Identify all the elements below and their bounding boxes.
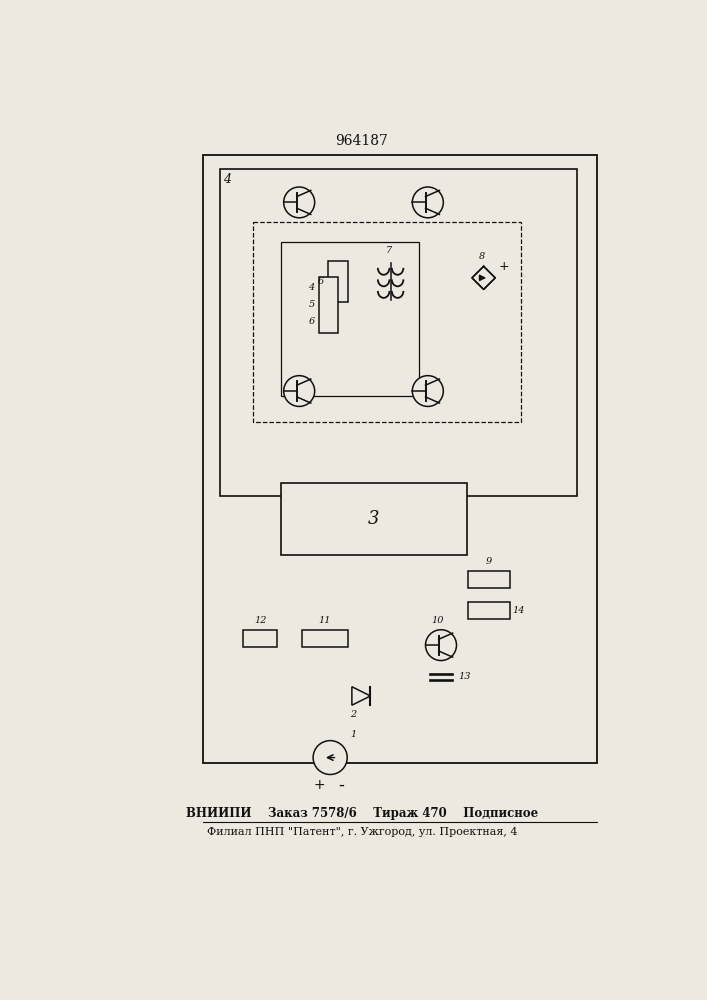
Text: 10: 10: [431, 616, 443, 625]
Bar: [301, 630, 348, 647]
Text: 6: 6: [308, 317, 315, 326]
Text: 6: 6: [317, 277, 324, 286]
Text: -: -: [338, 776, 344, 794]
Text: +: +: [498, 260, 509, 273]
Text: 3: 3: [368, 510, 380, 528]
Text: 9: 9: [486, 557, 492, 566]
Circle shape: [284, 376, 315, 406]
Bar: [203, 155, 597, 763]
Text: 1: 1: [350, 730, 356, 739]
Circle shape: [426, 630, 457, 661]
Circle shape: [313, 741, 347, 775]
Polygon shape: [472, 266, 495, 289]
Bar: [281, 242, 419, 396]
Text: ВНИИПИ    Заказ 7578/6    Тираж 470    Подписное: ВНИИПИ Заказ 7578/6 Тираж 470 Подписное: [186, 806, 538, 820]
Bar: [281, 483, 467, 555]
Text: 4: 4: [308, 283, 315, 292]
Circle shape: [412, 376, 443, 406]
Bar: [468, 602, 510, 619]
Bar: [243, 630, 277, 647]
Bar: [468, 571, 510, 588]
Polygon shape: [352, 687, 370, 705]
Text: 4: 4: [223, 173, 231, 186]
Text: 2: 2: [350, 710, 356, 719]
Circle shape: [412, 187, 443, 218]
Bar: [253, 222, 521, 422]
Text: 964187: 964187: [336, 134, 388, 148]
Text: 8: 8: [479, 252, 485, 261]
Text: 13: 13: [458, 672, 470, 681]
Text: Филиал ПНП "Патент", г. Ужгород, ул. Проектная, 4: Филиал ПНП "Патент", г. Ужгород, ул. Про…: [206, 827, 518, 837]
Bar: [328, 261, 348, 302]
Text: 14: 14: [513, 606, 525, 615]
Bar: [320, 277, 338, 333]
Text: 12: 12: [255, 616, 267, 625]
Bar: [220, 169, 577, 496]
Text: 5: 5: [308, 300, 315, 309]
Text: +: +: [313, 778, 325, 792]
Circle shape: [284, 187, 315, 218]
Text: 7: 7: [386, 246, 392, 255]
Text: 11: 11: [318, 616, 331, 625]
